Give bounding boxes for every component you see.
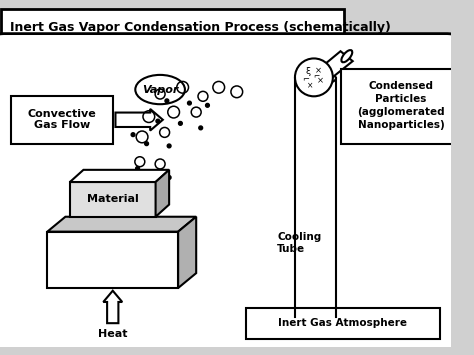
FancyBboxPatch shape [341,69,461,144]
FancyBboxPatch shape [11,96,113,144]
Polygon shape [309,51,353,86]
Text: ×: × [307,81,313,90]
Text: Convective
Gas Flow: Convective Gas Flow [27,109,96,130]
Circle shape [156,119,160,123]
Text: ⌐: ⌐ [313,73,319,82]
Circle shape [167,144,171,148]
FancyArrow shape [116,109,163,131]
FancyArrow shape [103,291,122,323]
Ellipse shape [341,50,352,62]
Ellipse shape [301,74,330,83]
Text: Inert Gas Vapor Condensation Process (schematically): Inert Gas Vapor Condensation Process (sc… [10,21,391,34]
Circle shape [131,133,135,137]
Text: ⌐: ⌐ [302,75,310,84]
Text: Material: Material [87,194,138,204]
Circle shape [295,59,333,96]
Circle shape [145,142,148,146]
FancyBboxPatch shape [246,308,440,339]
Polygon shape [70,182,155,217]
Circle shape [167,176,171,179]
Circle shape [154,171,157,175]
Polygon shape [47,231,178,288]
Polygon shape [178,217,196,288]
Text: Condensed
Particles
(agglomerated
Nanoparticles): Condensed Particles (agglomerated Nanopa… [357,81,445,130]
Polygon shape [155,170,169,217]
Text: Vapor: Vapor [142,84,178,94]
Polygon shape [47,217,196,231]
Text: ×: × [317,76,324,86]
Text: Heat: Heat [98,329,128,339]
Polygon shape [70,170,169,182]
Text: ×: × [315,66,322,75]
Circle shape [136,166,139,170]
FancyBboxPatch shape [0,34,461,355]
FancyBboxPatch shape [1,9,344,46]
Ellipse shape [295,311,336,324]
Circle shape [188,101,191,105]
Text: Cooling
Tube: Cooling Tube [277,232,322,254]
Circle shape [179,121,182,125]
Text: ξ: ξ [306,67,311,76]
Ellipse shape [135,75,185,104]
Ellipse shape [295,72,336,84]
Circle shape [165,99,169,103]
Circle shape [199,126,202,130]
Circle shape [206,103,210,107]
Text: Inert Gas Atmosphere: Inert Gas Atmosphere [278,318,407,328]
